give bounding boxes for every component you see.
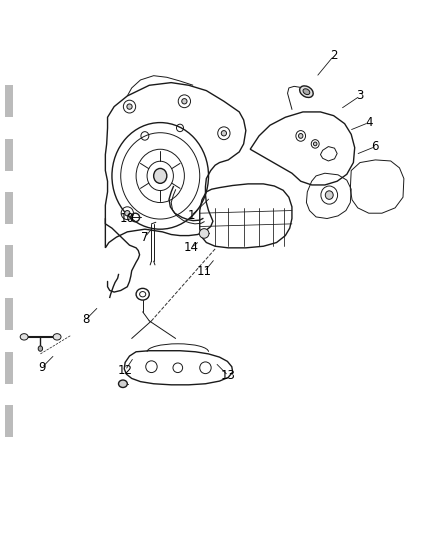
Ellipse shape	[118, 380, 127, 387]
Text: 6: 6	[371, 140, 378, 153]
Text: 13: 13	[220, 369, 235, 382]
Ellipse shape	[53, 334, 61, 340]
Text: 9: 9	[38, 361, 46, 374]
Text: 2: 2	[329, 50, 337, 62]
Bar	[5, 352, 13, 384]
Text: 11: 11	[196, 265, 211, 278]
Ellipse shape	[181, 99, 187, 104]
Bar	[5, 192, 13, 224]
Ellipse shape	[199, 229, 208, 238]
Text: 3: 3	[356, 90, 363, 102]
Text: 14: 14	[183, 241, 198, 254]
Ellipse shape	[124, 211, 130, 216]
Bar	[5, 405, 13, 437]
Ellipse shape	[325, 191, 332, 199]
Bar	[5, 139, 13, 171]
Text: 10: 10	[120, 212, 134, 225]
Ellipse shape	[302, 89, 309, 94]
Text: 1: 1	[187, 209, 194, 222]
Ellipse shape	[127, 104, 132, 109]
Ellipse shape	[38, 346, 42, 351]
Text: 12: 12	[117, 364, 132, 377]
Text: 8: 8	[82, 313, 89, 326]
Bar	[5, 298, 13, 330]
Text: 7: 7	[141, 231, 148, 244]
Ellipse shape	[20, 334, 28, 340]
Ellipse shape	[221, 131, 226, 136]
Bar	[5, 85, 13, 117]
Text: 4: 4	[364, 116, 372, 129]
Bar	[5, 245, 13, 277]
Ellipse shape	[298, 134, 302, 139]
Ellipse shape	[313, 142, 316, 146]
Ellipse shape	[153, 168, 166, 183]
Ellipse shape	[299, 86, 312, 98]
